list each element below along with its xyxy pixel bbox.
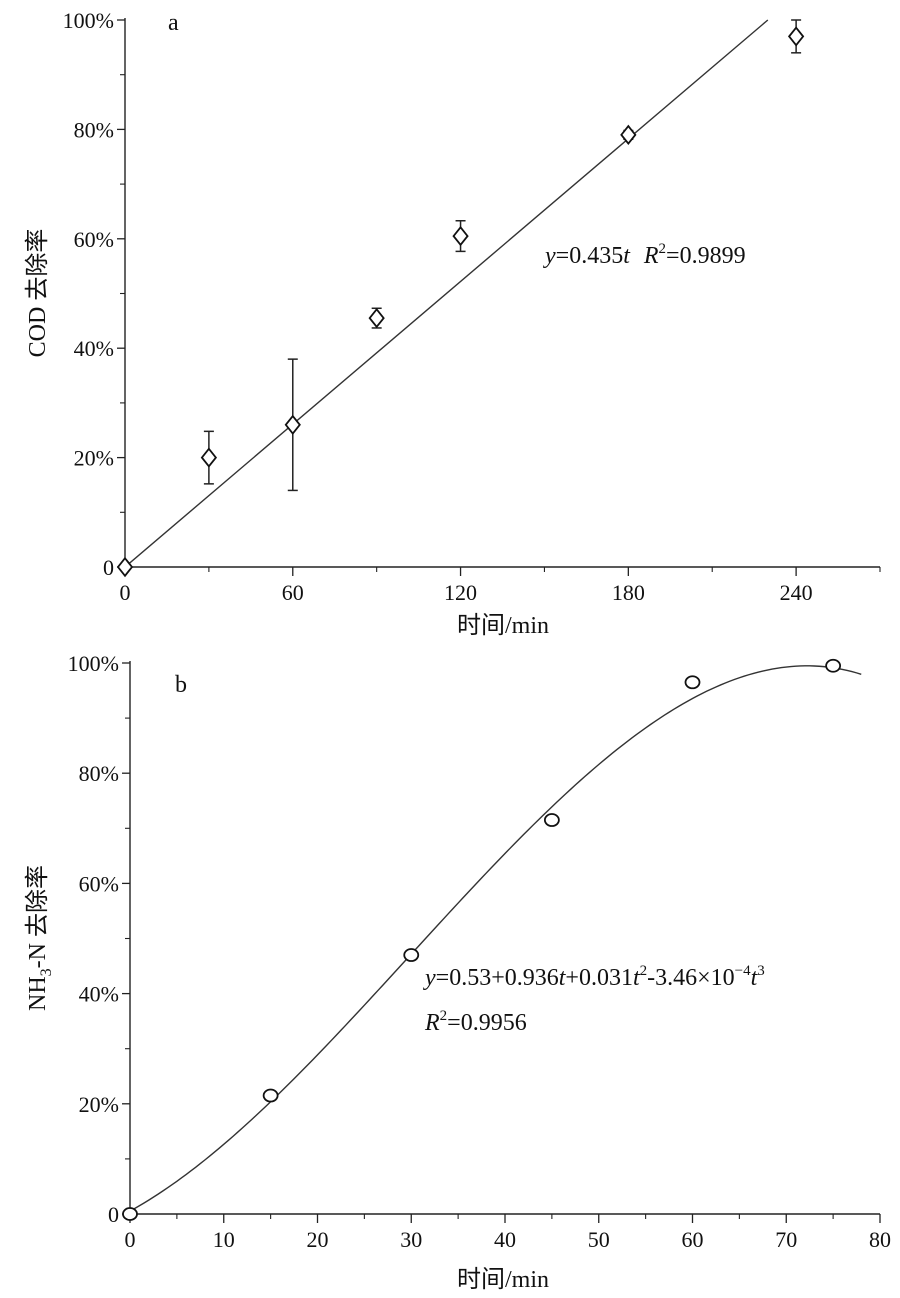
ylabel-b-rest: -N 去除率 (24, 865, 51, 968)
panel-b-x-axis-title: 时间/min (457, 1266, 549, 1293)
eq-b-r-sup: 2 (440, 1008, 448, 1024)
a-fit-path (124, 19, 769, 568)
panel-b-fit-curve (129, 665, 862, 1212)
panel-a-axes (124, 18, 880, 568)
eq-b-t1: t (559, 965, 567, 991)
diamond-marker (787, 26, 805, 47)
b-data-point (543, 813, 560, 827)
b-x-tick-label: 10 (213, 1227, 235, 1252)
panel-b-data-points (122, 658, 842, 1221)
diamond-marker (368, 307, 385, 329)
b-data-point (684, 675, 701, 690)
a-x-tick-label: 60 (282, 580, 304, 605)
a-x-tick-label: 180 (612, 580, 645, 605)
a-y-tick-label: 80% (74, 117, 114, 142)
panel-b-y-ticks: 0 20% 40% 60% 80% 100% (68, 651, 130, 1227)
circle-marker (684, 675, 701, 690)
a-y-tick-label: 20% (74, 446, 114, 471)
eq-a-slope: =0.435 (556, 243, 624, 269)
ylabel-b-sub: 3 (38, 968, 55, 976)
eq-a-y: y (543, 243, 556, 269)
b-data-point (403, 948, 420, 962)
eq-b-part2: +0.031 (565, 965, 633, 991)
circle-marker (122, 1207, 138, 1221)
eq-b-t2: t (633, 965, 641, 991)
a-x-tick-label: 120 (444, 580, 477, 605)
a-y-tick-label: 0 (103, 555, 114, 580)
eq-b-r-value: =0.9956 (447, 1010, 527, 1036)
panel-a-y-ticks: 0 20% 40% 60% 80% 100% (63, 8, 125, 580)
panel-b-axes (129, 661, 880, 1215)
a-data-point (284, 358, 301, 492)
diamond-marker (452, 225, 469, 247)
b-data-point (825, 658, 842, 673)
a-data-point (452, 219, 469, 253)
a-data-point (620, 124, 637, 146)
b-y-tick-label: 80% (79, 761, 119, 786)
a-data-point (116, 556, 134, 578)
eq-b-t3: t (751, 965, 759, 991)
eq-b-r: R (424, 1010, 440, 1036)
a-data-point (200, 430, 218, 485)
diamond-marker (284, 414, 301, 435)
panel-b-x-ticks: 0 10 20 30 40 50 60 70 80 (125, 1214, 891, 1252)
circle-marker (543, 813, 560, 827)
panel-a-fit-line (124, 19, 769, 568)
diamond-marker (200, 447, 218, 468)
eq-b-part3: -3.46×10 (647, 965, 735, 991)
a-y-tick-label: 100% (63, 8, 114, 33)
panel-a-label: a (168, 10, 179, 36)
b-x-tick-label: 0 (125, 1227, 136, 1252)
eq-b-part1: =0.53+0.936 (436, 965, 559, 991)
diamond-marker (620, 124, 637, 146)
panel-b-nh3n-removal: 0 10 20 30 40 50 60 70 80 020%40%60%80%100% b y=… (24, 651, 891, 1293)
a-x-tick-label: 240 (780, 580, 813, 605)
panel-a-x-axis-title: 时间/min (457, 612, 549, 639)
b-y-tick-label: 0 (108, 1202, 119, 1227)
b-y-tick-label: 60% (79, 871, 119, 896)
eq-a-r-sup: 2 (659, 241, 667, 257)
eq-b-sup3: 3 (757, 963, 765, 979)
eq-b-sup-neg4: −4 (735, 963, 751, 979)
circle-marker (262, 1088, 279, 1103)
eq-a-r-value: =0.9899 (666, 243, 746, 269)
b-x-tick-label: 70 (775, 1227, 797, 1252)
panel-a-x-ticks: 0 60 120 180 240 (120, 567, 881, 605)
b-x-tick-label: 50 (588, 1227, 610, 1252)
circle-marker (403, 948, 420, 962)
panel-b-y-axis-title: NH3-N 去除率 (24, 865, 55, 1011)
a-data-point (787, 19, 805, 54)
eq-b-sup2: 2 (640, 963, 648, 979)
panel-a-cod-removal: 0 60 120 180 240 0 20% 40% 60% 80% 100% a y=0.435… (24, 8, 881, 639)
eq-a-t: t (623, 243, 631, 269)
b-x-tick-label: 60 (682, 1227, 704, 1252)
b-data-point (122, 1207, 138, 1221)
eq-a-r: R (643, 243, 659, 269)
circle-marker (825, 658, 842, 673)
b-x-tick-label: 80 (869, 1227, 891, 1252)
ylabel-b-main: NH (25, 976, 51, 1011)
b-x-tick-label: 20 (307, 1227, 329, 1252)
panel-b-r-squared: R2=0.9956 (424, 1008, 527, 1036)
panel-b-label: b (175, 672, 187, 698)
a-y-tick-label: 60% (74, 227, 114, 252)
panel-a-fit-equation: y=0.435t R2=0.9899 (543, 241, 746, 269)
a-y-tick-label: 40% (74, 336, 114, 361)
diamond-marker (116, 556, 134, 578)
b-y-tick-label: 100% (68, 651, 119, 676)
b-fit-path (129, 665, 862, 1212)
eq-b-y: y (423, 965, 436, 991)
b-x-tick-label: 40 (494, 1227, 516, 1252)
b-y-tick-label: 20% (79, 1092, 119, 1117)
b-x-tick-label: 30 (400, 1227, 422, 1252)
panel-b-fit-equation: y=0.53+0.936t+0.031t2-3.46×10−4t3 (423, 963, 765, 991)
a-x-tick-label: 0 (120, 580, 131, 605)
panel-a-y-axis-title: COD 去除率 (24, 229, 51, 358)
panel-a-data-points (116, 19, 805, 578)
a-data-point (368, 307, 385, 329)
b-y-tick-label: 40% (79, 982, 119, 1007)
b-data-point (262, 1088, 279, 1103)
